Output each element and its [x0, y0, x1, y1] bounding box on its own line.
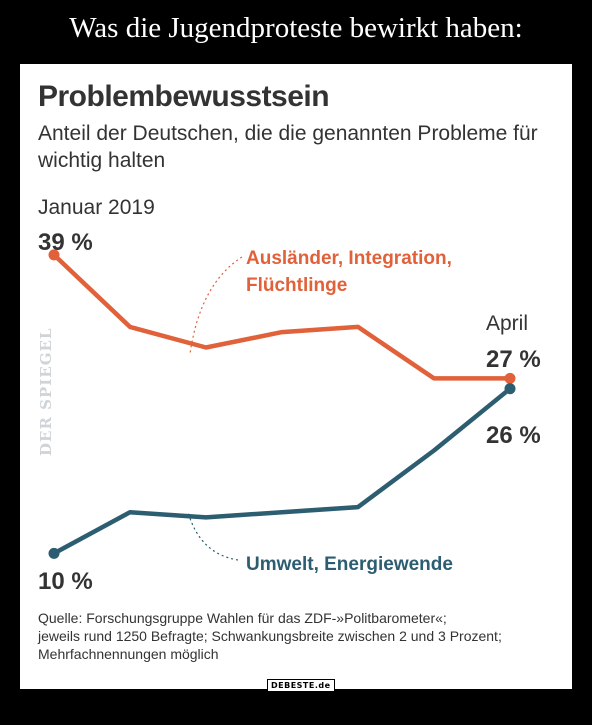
start-period-label: Januar 2019: [38, 196, 155, 219]
orange-start-point: [48, 249, 60, 261]
series-layer: [48, 249, 516, 559]
chart-title: Problembewusstsein: [38, 80, 330, 113]
end-period-label: April: [486, 312, 528, 335]
blue-start-value: 10 %: [38, 568, 93, 595]
orange-series-line: [51, 252, 513, 381]
watermark-text: DER SPIEGEL: [37, 328, 55, 456]
source-note: Quelle: Forschungsgruppe Wahlen für das …: [38, 609, 558, 663]
meme-caption: Was die Jugendproteste bewirkt haben:: [69, 12, 523, 44]
blue-series-name: Umwelt, Energiewende: [246, 554, 453, 575]
source-line-2: jeweils rund 1250 Befragte; Schwankungsb…: [38, 628, 502, 644]
site-logo: DEBESTE.de: [267, 679, 335, 692]
orange-end-point: [504, 372, 516, 384]
orange-end-value: 27 %: [486, 346, 541, 373]
chart-subtitle: Anteil der Deutschen, die die genannten …: [38, 122, 538, 172]
blue-start-point: [48, 547, 60, 559]
blue-end-point: [504, 383, 516, 395]
chart-panel: Problembewusstsein Anteil der Deutschen,…: [20, 64, 572, 692]
line-chart: DER SPIEGEL Januar 2019 April 39 % 27 % …: [37, 196, 541, 595]
orange-series-name-line-1: Ausländer, Integration,: [246, 248, 452, 269]
orange-series-connector: [189, 256, 243, 355]
orange-start-value: 39 %: [38, 229, 93, 256]
blue-series-line: [51, 386, 513, 556]
blue-end-value: 26 %: [486, 422, 541, 449]
source-line-3: Mehrfachnennungen möglich: [38, 646, 219, 662]
orange-series-name-line-2: Flüchtlinge: [246, 275, 347, 296]
source-line-1: Quelle: Forschungsgruppe Wahlen für das …: [38, 610, 447, 626]
blue-series-connector: [187, 511, 239, 561]
